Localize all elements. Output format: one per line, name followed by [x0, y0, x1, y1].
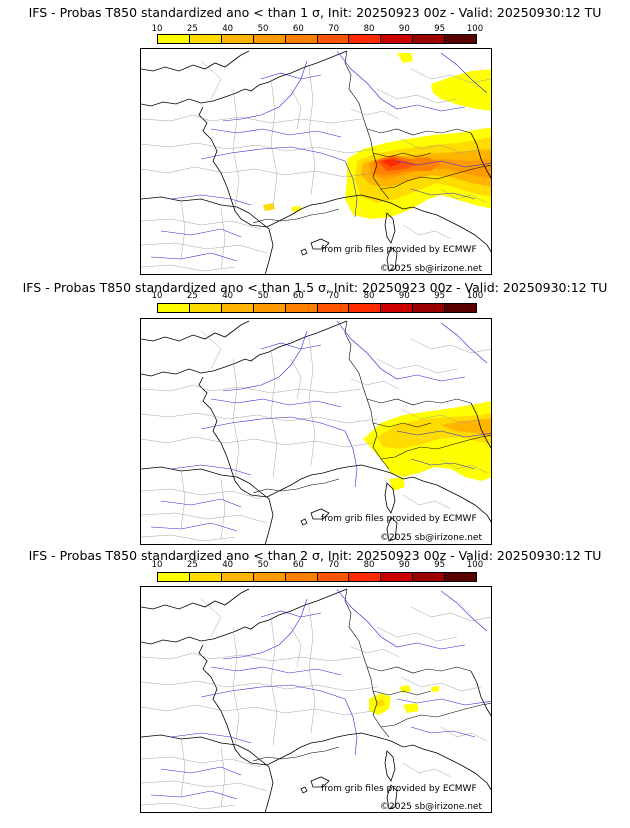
legend-ticks: 10 25 40 50 60 70 80 90 95 100	[152, 291, 484, 301]
probability-shading	[263, 53, 491, 219]
legend-swatch-3	[221, 35, 254, 43]
panel-3: IFS - Probas T850 standardized ano < tha…	[0, 548, 630, 828]
legend-swatch-8	[381, 35, 414, 43]
color-legend	[157, 303, 477, 313]
legend-swatch-6	[317, 35, 350, 43]
legend-swatch-2	[189, 304, 222, 312]
legend-swatch-6	[317, 304, 350, 312]
legend-swatch-10	[445, 35, 477, 43]
legend-tick-label: 90	[398, 24, 410, 34]
legend-swatch-10	[445, 573, 477, 581]
data-source-credit: from grib files provided by ECMWF	[321, 784, 477, 794]
legend-tick-label: 10	[151, 560, 163, 570]
legend-swatch-1	[158, 573, 190, 581]
legend-tick-label: 25	[186, 291, 198, 301]
legend-swatch-1	[158, 35, 190, 43]
copyright-text: ©2025 sb@irizone.net	[380, 802, 482, 812]
legend-ticks: 10 25 40 50 60 70 80 90 95 100	[152, 560, 484, 570]
legend-tick-label: 40	[222, 560, 234, 570]
legend-tick-label: 25	[186, 24, 198, 34]
legend-tick-label: 100	[466, 291, 484, 301]
legend-swatch-10	[445, 304, 477, 312]
legend-swatch-8	[381, 304, 414, 312]
legend-tick-label: 70	[328, 560, 340, 570]
legend-swatch-9	[413, 304, 446, 312]
data-source-credit: from grib files provided by ECMWF	[321, 514, 477, 524]
color-legend	[157, 572, 477, 582]
panel-title: IFS - Probas T850 standardized ano < tha…	[28, 5, 602, 20]
legend-swatch-5	[285, 35, 318, 43]
legend-tick-label: 80	[363, 24, 375, 34]
legend-swatch-2	[189, 35, 222, 43]
legend-swatch-7	[349, 304, 382, 312]
legend-tick-label: 70	[328, 24, 340, 34]
legend-tick-label: 10	[151, 24, 163, 34]
legend-tick-label: 90	[398, 560, 410, 570]
probability-map	[140, 48, 492, 275]
legend-swatch-5	[285, 304, 318, 312]
legend-swatch-5	[285, 573, 318, 581]
legend-swatch-7	[349, 35, 382, 43]
legend-swatch-8	[381, 573, 414, 581]
legend-swatch-1	[158, 304, 190, 312]
legend-tick-label: 60	[292, 291, 304, 301]
legend-swatch-9	[413, 35, 446, 43]
legend-tick-label: 70	[328, 291, 340, 301]
legend-tick-label: 100	[466, 24, 484, 34]
probability-map	[140, 586, 492, 813]
legend-tick-label: 95	[434, 24, 446, 34]
legend-swatch-2	[189, 573, 222, 581]
legend-tick-label: 60	[292, 560, 304, 570]
panel-1: IFS - Probas T850 standardized ano < tha…	[0, 0, 630, 276]
legend-tick-label: 90	[398, 291, 410, 301]
legend-tick-label: 40	[222, 24, 234, 34]
copyright-text: ©2025 sb@irizone.net	[380, 533, 482, 543]
legend-tick-label: 50	[257, 291, 269, 301]
data-source-credit: from grib files provided by ECMWF	[321, 245, 477, 255]
legend-swatch-6	[317, 573, 350, 581]
legend-tick-label: 25	[186, 560, 198, 570]
legend-tick-label: 100	[466, 560, 484, 570]
copyright-text: ©2025 sb@irizone.net	[380, 264, 482, 274]
legend-swatch-4	[253, 573, 286, 581]
legend-tick-label: 40	[222, 291, 234, 301]
legend-tick-label: 60	[292, 24, 304, 34]
probability-shading	[369, 685, 439, 715]
panel-2: IFS - Probas T850 standardized ano < tha…	[0, 276, 630, 552]
color-legend	[157, 34, 477, 44]
legend-ticks: 10 25 40 50 60 70 80 90 95 100	[152, 24, 484, 34]
legend-tick-label: 95	[434, 560, 446, 570]
legend-swatch-3	[221, 573, 254, 581]
legend-swatch-9	[413, 573, 446, 581]
probability-map	[140, 318, 492, 545]
legend-swatch-7	[349, 573, 382, 581]
legend-tick-label: 10	[151, 291, 163, 301]
legend-tick-label: 50	[257, 24, 269, 34]
legend-swatch-4	[253, 35, 286, 43]
legend-tick-label: 80	[363, 560, 375, 570]
legend-tick-label: 95	[434, 291, 446, 301]
legend-swatch-4	[253, 304, 286, 312]
legend-tick-label: 80	[363, 291, 375, 301]
legend-tick-label: 50	[257, 560, 269, 570]
panel-title: IFS - Probas T850 standardized ano < tha…	[22, 280, 608, 295]
panel-title: IFS - Probas T850 standardized ano < tha…	[28, 548, 602, 563]
probability-shading	[363, 401, 491, 491]
legend-swatch-3	[221, 304, 254, 312]
